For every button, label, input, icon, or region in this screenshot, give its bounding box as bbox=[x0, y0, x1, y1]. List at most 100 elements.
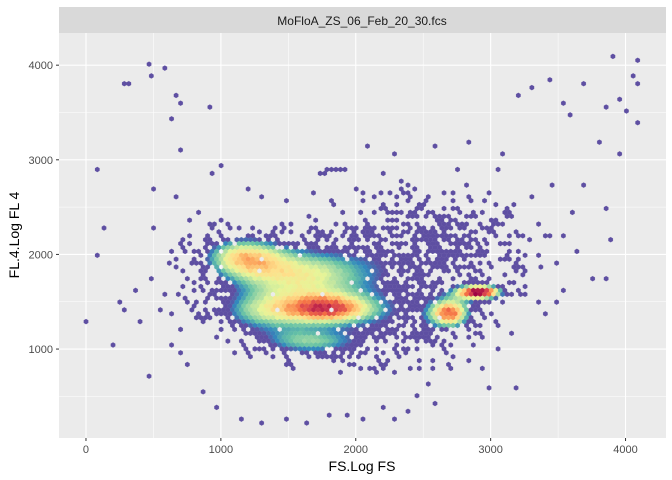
hex-cell bbox=[461, 256, 467, 262]
hex-cell-outlier bbox=[392, 416, 397, 422]
y-tick-label: 3000 bbox=[29, 155, 53, 167]
hex-cell-outlier bbox=[486, 190, 492, 196]
hex-cell-outlier bbox=[162, 65, 168, 71]
y-tick-label: 4000 bbox=[29, 60, 53, 72]
hex-cell-outlier bbox=[151, 186, 156, 192]
hex-cell-outlier bbox=[117, 299, 123, 305]
hex-cell bbox=[270, 353, 276, 360]
hex-cell bbox=[306, 213, 312, 220]
hex-cell-outlier bbox=[360, 416, 366, 422]
hex-cell bbox=[290, 365, 296, 372]
hex-cell-outlier bbox=[630, 73, 636, 79]
hex-cell bbox=[477, 322, 483, 329]
hex-cell-outlier bbox=[509, 213, 514, 220]
hex-cell bbox=[338, 369, 343, 376]
hex-cell bbox=[479, 334, 485, 340]
hex-cell bbox=[358, 209, 364, 216]
hex-cell-outlier bbox=[392, 151, 397, 157]
hex-cell bbox=[358, 342, 364, 348]
hex-cell-outlier bbox=[529, 84, 535, 91]
hex-cell bbox=[502, 272, 508, 278]
hex-cell bbox=[479, 209, 485, 216]
hex-cell bbox=[412, 186, 418, 192]
hex-cell bbox=[527, 236, 532, 243]
hex-cell-outlier bbox=[536, 299, 541, 305]
hex-cell bbox=[205, 279, 210, 286]
hex-cell bbox=[506, 256, 512, 262]
hex-cell bbox=[419, 205, 424, 212]
x-tick-label: 0 bbox=[83, 444, 89, 456]
hex-cell-outlier bbox=[561, 287, 566, 294]
hex-cell-outlier bbox=[148, 275, 154, 282]
hex-cell-outlier bbox=[617, 96, 623, 103]
hex-cell bbox=[450, 353, 456, 360]
hex-cell bbox=[522, 252, 528, 259]
hex-cell-outlier bbox=[344, 412, 350, 418]
hex-cell-outlier bbox=[515, 92, 521, 99]
hex-cell bbox=[466, 357, 472, 364]
hex-cell bbox=[331, 357, 337, 364]
hex-cell-outlier bbox=[574, 248, 580, 255]
hex-cell-outlier bbox=[151, 225, 156, 231]
hex-cell bbox=[554, 260, 559, 266]
hex-cell-outlier bbox=[196, 209, 201, 216]
hex-cell bbox=[500, 221, 505, 227]
hex-cell bbox=[203, 299, 208, 305]
hex-cell-outlier bbox=[570, 209, 575, 216]
hex-cell bbox=[340, 357, 346, 364]
hex-cell-outlier bbox=[603, 104, 609, 110]
hex-cell bbox=[479, 272, 485, 278]
hex-cell bbox=[380, 350, 386, 356]
hex-cell bbox=[486, 299, 492, 305]
hex-cell bbox=[414, 213, 420, 220]
hex-cell-outlier bbox=[284, 416, 289, 422]
hex-cell bbox=[184, 299, 190, 305]
hex-cell bbox=[351, 361, 357, 368]
hex-cell bbox=[488, 311, 494, 317]
hex-cell bbox=[394, 217, 400, 223]
y-axis: 1000 2000 3000 4000 bbox=[29, 60, 59, 356]
hex-cell bbox=[180, 268, 186, 274]
hex-cell-outlier bbox=[218, 162, 224, 169]
hex-cell-outlier bbox=[162, 291, 168, 298]
hex-cell-outlier bbox=[561, 100, 566, 106]
hex-cell bbox=[477, 260, 483, 266]
hex-cell bbox=[398, 233, 404, 239]
hex-cell bbox=[407, 365, 413, 372]
hex-cell bbox=[374, 338, 379, 344]
hex-cell bbox=[423, 213, 429, 220]
hex-cell bbox=[522, 283, 528, 290]
hex-cell-outlier bbox=[543, 311, 548, 317]
hex-cell bbox=[398, 209, 404, 216]
hex-cell-outlier bbox=[635, 57, 641, 64]
hex-cell bbox=[218, 318, 224, 325]
hex-cell bbox=[394, 334, 400, 340]
hex-cell bbox=[207, 314, 213, 321]
x-tick-label: 3000 bbox=[478, 444, 502, 456]
hex-cell-outlier bbox=[83, 318, 89, 325]
hex-cell bbox=[270, 346, 276, 352]
hex-cell bbox=[482, 197, 487, 204]
hex-cell-outlier bbox=[304, 420, 310, 426]
hex-cell bbox=[470, 342, 476, 348]
hex-cell bbox=[356, 353, 361, 360]
hex-cell bbox=[450, 197, 456, 204]
hex-cell bbox=[313, 217, 319, 223]
hex-cell bbox=[509, 291, 514, 298]
hex-cell bbox=[464, 182, 469, 188]
hex-cell-outlier bbox=[121, 307, 127, 313]
x-tick-label: 4000 bbox=[613, 444, 637, 456]
hex-cell-outlier bbox=[137, 318, 143, 325]
hex-cell-outlier bbox=[495, 346, 501, 352]
hex-cell bbox=[198, 252, 204, 259]
hex-cell bbox=[173, 264, 179, 270]
hex-cell bbox=[218, 326, 224, 333]
hex-cell bbox=[536, 252, 541, 259]
hex-cell bbox=[232, 350, 237, 356]
hex-cell bbox=[450, 275, 456, 282]
hex-cell bbox=[455, 322, 460, 329]
hex-cell bbox=[414, 346, 420, 352]
hex-cell bbox=[403, 350, 409, 356]
hex-cell bbox=[200, 287, 206, 294]
hex-cell-outlier bbox=[259, 194, 265, 200]
